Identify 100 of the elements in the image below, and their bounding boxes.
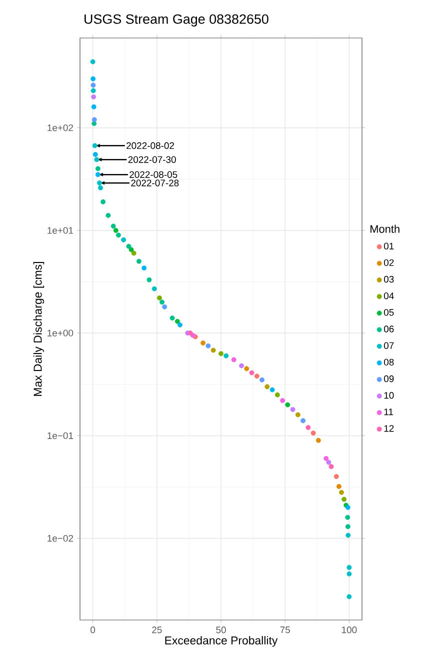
point <box>116 232 121 238</box>
point <box>128 247 134 252</box>
point <box>224 353 229 358</box>
point <box>95 172 100 178</box>
point <box>152 286 157 292</box>
point <box>126 244 132 249</box>
point <box>100 199 106 204</box>
point <box>110 224 116 229</box>
point <box>188 330 193 336</box>
point <box>98 185 103 190</box>
point <box>342 496 347 502</box>
point <box>210 348 216 353</box>
point <box>274 392 280 398</box>
x-axis-title: Exceedance Proballity <box>165 636 278 647</box>
x-tick-label: 25 <box>152 626 162 634</box>
point <box>328 464 334 470</box>
legend-label: 10 <box>384 392 394 399</box>
point <box>90 76 96 82</box>
point <box>156 295 162 300</box>
legend-label: 09 <box>384 375 394 382</box>
point <box>92 121 97 126</box>
annotation: 2022-07-28 <box>131 180 179 186</box>
point <box>310 430 316 436</box>
point <box>170 316 175 321</box>
point <box>174 318 180 324</box>
point <box>295 412 300 418</box>
point <box>346 571 352 576</box>
point <box>270 387 275 392</box>
point <box>218 351 224 356</box>
point <box>162 304 168 310</box>
point <box>160 300 165 305</box>
point <box>94 157 100 162</box>
point <box>306 425 311 430</box>
annotation: 2022-07-30 <box>128 156 176 163</box>
point <box>254 374 260 379</box>
point <box>92 152 98 157</box>
point <box>339 490 344 495</box>
x-tick-label: 100 <box>342 626 357 634</box>
point <box>300 418 306 424</box>
point <box>90 82 96 88</box>
y-axis-title: Max Daily Discharge [cms] <box>33 262 44 396</box>
point <box>95 166 100 172</box>
point <box>106 212 111 218</box>
point <box>92 117 97 122</box>
point <box>285 402 290 408</box>
chart-title: USGS Stream Gage 08382650 <box>84 14 268 27</box>
point <box>316 438 321 443</box>
y-tick-label: 1e−01 <box>48 432 74 440</box>
annotation: 2022-08-05 <box>130 171 178 178</box>
point <box>324 456 329 461</box>
legend-label: 03 <box>384 276 394 283</box>
point <box>121 237 126 242</box>
point <box>336 484 342 489</box>
legend-label: 08 <box>384 358 394 366</box>
annotation: 2022-08-02 <box>126 142 174 150</box>
point <box>91 94 96 100</box>
legend-label: 12 <box>384 425 394 432</box>
legend-title: Month <box>370 224 400 233</box>
legend-label: 01 <box>384 242 394 250</box>
y-tick-label: 1e−02 <box>48 534 74 542</box>
legend-label: 02 <box>384 259 394 266</box>
x-tick-label: 0 <box>90 626 96 634</box>
point <box>91 104 96 110</box>
point <box>239 363 244 368</box>
point <box>334 474 339 480</box>
x-tick-label: 75 <box>280 626 290 634</box>
y-tick-label: 1e+01 <box>48 227 74 234</box>
point <box>346 564 352 570</box>
point <box>346 532 351 538</box>
point <box>177 322 182 328</box>
point <box>136 258 142 264</box>
point <box>244 366 250 372</box>
point <box>92 143 98 148</box>
legend-label: 06 <box>384 326 394 332</box>
point <box>113 228 118 233</box>
legend-label: 07 <box>384 342 394 349</box>
point <box>345 524 350 530</box>
point <box>280 398 286 404</box>
point <box>90 59 96 64</box>
point <box>231 357 236 362</box>
point <box>90 88 96 94</box>
y-tick-label: 1e+00 <box>48 330 74 336</box>
point <box>200 340 206 346</box>
y-tick-label: 1e+02 <box>48 124 74 132</box>
point <box>326 460 332 465</box>
legend-label: 05 <box>384 309 394 316</box>
legend-label: 04 <box>384 292 394 300</box>
point <box>249 370 254 376</box>
point <box>264 384 270 390</box>
legend-label: 11 <box>384 408 393 416</box>
point <box>260 377 265 382</box>
point <box>142 266 147 271</box>
x-tick-label: 50 <box>216 626 226 634</box>
point <box>131 250 136 256</box>
point <box>290 407 296 412</box>
point <box>345 514 350 520</box>
point <box>146 277 152 282</box>
point <box>206 343 211 348</box>
point <box>346 594 352 600</box>
point <box>96 180 102 186</box>
